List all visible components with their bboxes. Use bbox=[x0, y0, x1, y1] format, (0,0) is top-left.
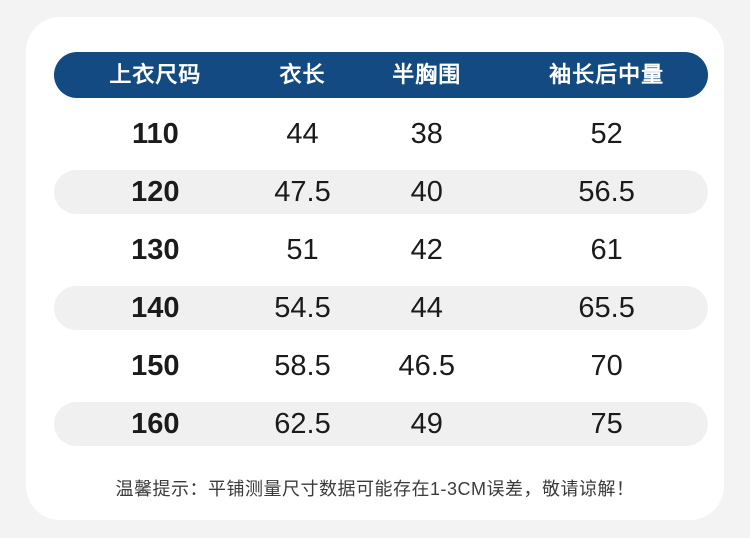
header-cell-chest: 半胸围 bbox=[392, 62, 462, 87]
chest-cell: 42 bbox=[410, 233, 443, 266]
table-row-130: 130 51 42 61 bbox=[54, 228, 708, 272]
sleeve-cell: 52 bbox=[590, 117, 623, 150]
length-cell: 54.5 bbox=[274, 291, 331, 324]
size-cell: 120 bbox=[131, 175, 180, 208]
size-table: 上衣尺码 衣长 半胸围 袖长后中量 110 44 38 52 120 47.5 … bbox=[54, 52, 708, 460]
chest-cell: 46.5 bbox=[398, 349, 455, 382]
length-cell: 58.5 bbox=[274, 349, 331, 382]
length-cell: 44 bbox=[286, 117, 319, 150]
size-cell: 130 bbox=[131, 233, 180, 266]
measurement-disclaimer-note: 温馨提示：平铺测量尺寸数据可能存在1-3CM误差，敬请谅解！ bbox=[115, 479, 635, 499]
table-row-150: 150 58.5 46.5 70 bbox=[54, 344, 708, 388]
header-cell-length: 衣长 bbox=[279, 62, 326, 87]
table-row-120: 120 47.5 40 56.5 bbox=[54, 170, 708, 214]
length-cell: 51 bbox=[286, 233, 319, 266]
chest-cell: 40 bbox=[410, 175, 443, 208]
length-cell: 62.5 bbox=[274, 407, 331, 440]
table-row-160: 160 62.5 49 75 bbox=[54, 402, 708, 446]
header-cell-sleeve: 袖长后中量 bbox=[549, 62, 665, 87]
sleeve-cell: 75 bbox=[590, 407, 623, 440]
sleeve-cell: 70 bbox=[590, 349, 623, 382]
chest-cell: 49 bbox=[410, 407, 443, 440]
sleeve-cell: 61 bbox=[590, 233, 623, 266]
table-header-row: 上衣尺码 衣长 半胸围 袖长后中量 bbox=[54, 52, 708, 98]
table-row-110: 110 44 38 52 bbox=[54, 112, 708, 156]
table-row-140: 140 54.5 44 65.5 bbox=[54, 286, 708, 330]
size-cell: 110 bbox=[131, 117, 179, 150]
length-cell: 47.5 bbox=[274, 175, 331, 208]
sleeve-cell: 56.5 bbox=[578, 175, 635, 208]
size-chart-card: 上衣尺码 衣长 半胸围 袖长后中量 110 44 38 52 120 47.5 … bbox=[26, 17, 724, 520]
chest-cell: 38 bbox=[410, 117, 443, 150]
header-cell-size: 上衣尺码 bbox=[109, 62, 202, 87]
size-cell: 150 bbox=[131, 349, 180, 382]
sleeve-cell: 65.5 bbox=[578, 291, 635, 324]
size-cell: 160 bbox=[131, 407, 180, 440]
chest-cell: 44 bbox=[410, 291, 443, 324]
size-cell: 140 bbox=[131, 291, 180, 324]
